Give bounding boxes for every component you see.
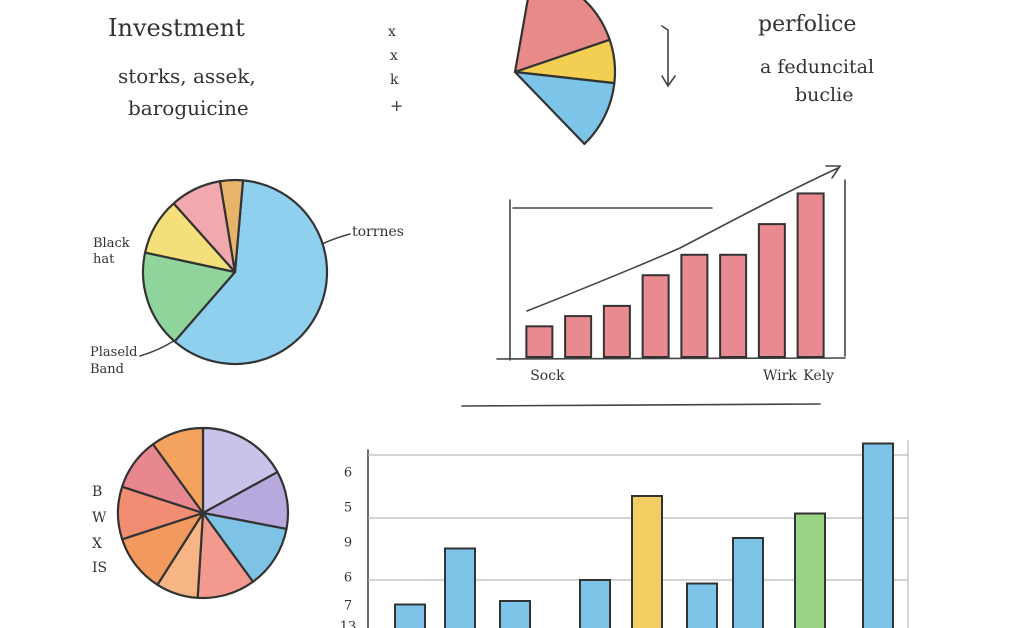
axis-line bbox=[496, 357, 846, 360]
y-tick-label: 6 bbox=[344, 571, 352, 586]
leader-line bbox=[139, 339, 176, 357]
bar bbox=[631, 495, 663, 628]
y-tick-label: 6 bbox=[344, 466, 352, 481]
x-tick-label: Kely bbox=[803, 368, 834, 384]
pie-label: W bbox=[92, 510, 107, 526]
y-tick-label: 7 bbox=[344, 599, 352, 614]
note: buclie bbox=[795, 84, 854, 106]
mark: + bbox=[390, 96, 404, 115]
y-tick-label: 9 bbox=[344, 536, 352, 551]
mark: x bbox=[390, 48, 398, 64]
bar bbox=[796, 192, 825, 358]
pie-label: Plaseld Band bbox=[90, 345, 138, 377]
title: Investment bbox=[108, 14, 245, 42]
pie-slice bbox=[513, 70, 616, 146]
bar bbox=[641, 274, 670, 359]
x-tick-label: Wirk bbox=[763, 368, 797, 384]
mark: k bbox=[390, 72, 399, 88]
bar bbox=[719, 253, 748, 358]
pie-slice bbox=[141, 251, 237, 343]
bar bbox=[579, 579, 611, 628]
pie-slice bbox=[218, 178, 245, 274]
trend-arrow bbox=[526, 165, 842, 312]
pie-slice bbox=[513, 0, 611, 74]
y-tick-label: 5 bbox=[344, 501, 352, 516]
bar bbox=[686, 582, 718, 628]
note: storks, assek, bbox=[118, 64, 256, 88]
bar bbox=[794, 512, 826, 628]
bar bbox=[602, 304, 631, 358]
bar bbox=[732, 537, 764, 628]
pie-slice bbox=[201, 511, 288, 583]
note: baroguicine bbox=[128, 96, 249, 120]
bar bbox=[564, 315, 593, 359]
mark: x bbox=[388, 24, 396, 40]
bar bbox=[394, 603, 426, 628]
bar bbox=[757, 223, 786, 358]
sketch-line bbox=[461, 403, 821, 407]
y-tick-label: 13 bbox=[340, 620, 357, 628]
bar bbox=[499, 600, 531, 628]
pie-slice bbox=[201, 426, 279, 515]
bar bbox=[680, 253, 709, 358]
right-title: perfolice bbox=[758, 12, 857, 37]
pie-label: torrnes bbox=[352, 224, 404, 240]
pie-label: B bbox=[92, 484, 103, 500]
pie-label: X bbox=[92, 536, 102, 552]
pie-label: IS bbox=[92, 560, 108, 576]
x-tick-label: Sock bbox=[530, 368, 565, 384]
pie-slice bbox=[173, 179, 329, 366]
note: a feduncital bbox=[760, 56, 875, 78]
bar bbox=[525, 325, 554, 359]
pie-label: Black hat bbox=[93, 236, 130, 267]
bar bbox=[862, 442, 894, 628]
pie-slice bbox=[151, 426, 205, 515]
arrow bbox=[661, 25, 676, 88]
bar bbox=[444, 547, 476, 628]
leader-line bbox=[321, 233, 351, 245]
